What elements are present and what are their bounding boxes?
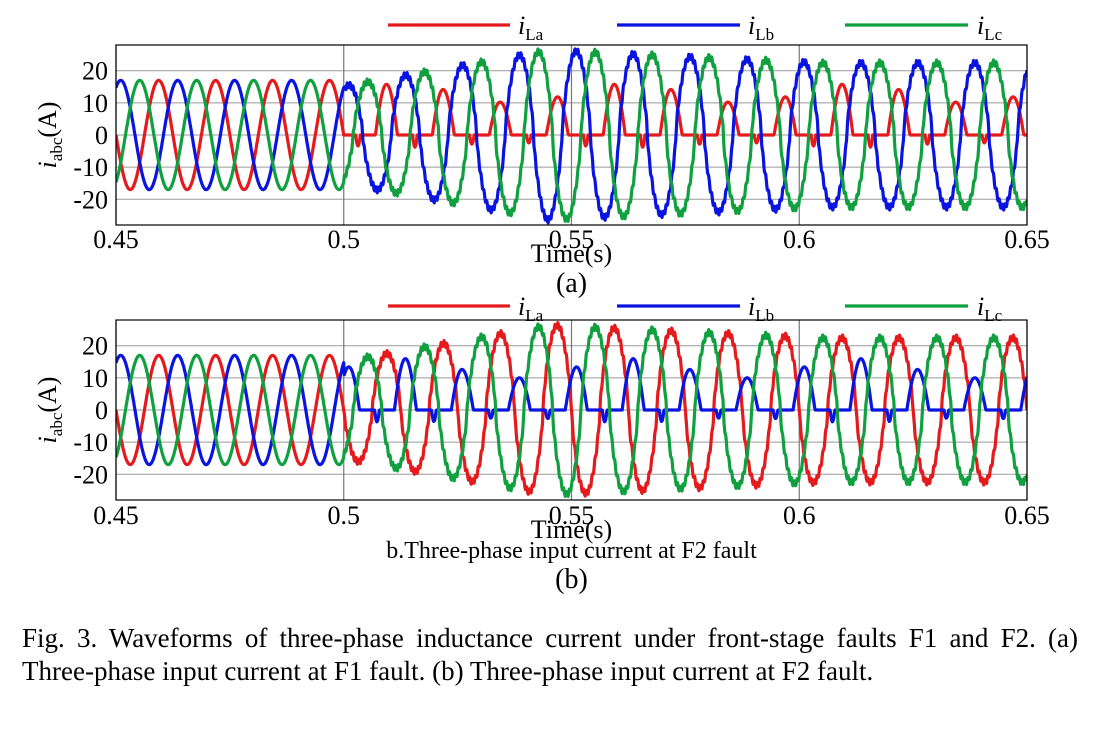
legend-label-lb: iLb xyxy=(748,292,774,325)
y-axis-label: iabc(A) xyxy=(33,377,66,444)
x-axis-label: Time(s) xyxy=(531,239,612,268)
y-tick-label: 10 xyxy=(82,364,108,393)
x-tick-label: 0.5 xyxy=(328,225,361,254)
x-tick-label: 0.6 xyxy=(783,225,816,254)
figure-caption: Fig. 3. Waveforms of three-phase inducta… xyxy=(22,623,1078,686)
legend-label-lc: iLc xyxy=(977,292,1003,325)
series-line-lc xyxy=(116,322,1027,498)
y-axis-label: iabc(A) xyxy=(33,102,66,169)
legend-label-la: iLa xyxy=(518,11,544,44)
x-tick-label: 0.55 xyxy=(549,225,595,254)
x-tick-label: 0.45 xyxy=(93,225,139,254)
y-tick-label: -10 xyxy=(73,153,108,182)
chart-panel-a: 20 10 0 -10 -20 0.45 0.5 0.55 0.6 0.65 Time(s) iabc… xyxy=(33,11,1050,299)
plot-frame xyxy=(115,44,1028,226)
y-tick-label: 0 xyxy=(95,396,108,425)
series-line-la xyxy=(116,321,1027,498)
x-tick-label: 0.5 xyxy=(328,501,361,530)
x-axis-label: Time(s) xyxy=(531,515,612,544)
y-tick-label: 10 xyxy=(82,89,108,118)
y-tick-label: -20 xyxy=(73,185,108,214)
series-line-lc xyxy=(116,47,1027,223)
panel-label: (a) xyxy=(556,268,587,299)
x-tick-label: 0.65 xyxy=(1004,225,1050,254)
legend-label-la: iLa xyxy=(518,292,544,325)
panel-label: (b) xyxy=(555,564,588,595)
y-tick-label: -20 xyxy=(73,460,108,489)
chart-panel-b: 20 10 0 -10 -20 0.45 0.5 0.55 0.6 0.65 Time(s) iabc… xyxy=(33,292,1050,595)
series-line-lb xyxy=(116,47,1027,225)
panel-subtitle: b.Three-phase input current at F2 fault xyxy=(386,538,757,564)
y-tick-label: 20 xyxy=(82,57,108,86)
plot-frame xyxy=(115,319,1028,501)
legend-label-lc: iLc xyxy=(977,11,1003,44)
x-tick-label: 0.55 xyxy=(549,501,595,530)
y-tick-label: 20 xyxy=(82,332,108,361)
legend-label-lb: iLb xyxy=(748,11,774,44)
x-tick-label: 0.65 xyxy=(1004,501,1050,530)
y-tick-label: 0 xyxy=(95,121,108,150)
x-tick-label: 0.45 xyxy=(93,501,139,530)
y-tick-label: -10 xyxy=(73,428,108,457)
series-line-lb xyxy=(116,353,1027,467)
x-tick-label: 0.6 xyxy=(783,501,816,530)
